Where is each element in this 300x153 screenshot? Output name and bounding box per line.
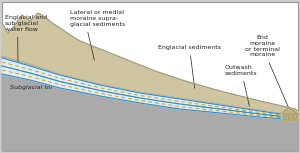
Polygon shape	[2, 58, 298, 121]
Polygon shape	[282, 108, 298, 121]
Text: Lateral or medial
moraine supra-
glacial sediments: Lateral or medial moraine supra- glacial…	[70, 10, 125, 60]
Polygon shape	[2, 55, 298, 151]
Text: Englacial and
sub-glacial
water flow: Englacial and sub-glacial water flow	[5, 15, 47, 62]
Polygon shape	[2, 13, 298, 115]
Text: Englacial sediments: Englacial sediments	[158, 45, 221, 88]
Text: End
moraine
or terminal
moraine: End moraine or terminal moraine	[244, 35, 289, 108]
Text: Subglacial till: Subglacial till	[10, 85, 52, 90]
Text: Outwash
sediments: Outwash sediments	[225, 65, 258, 106]
